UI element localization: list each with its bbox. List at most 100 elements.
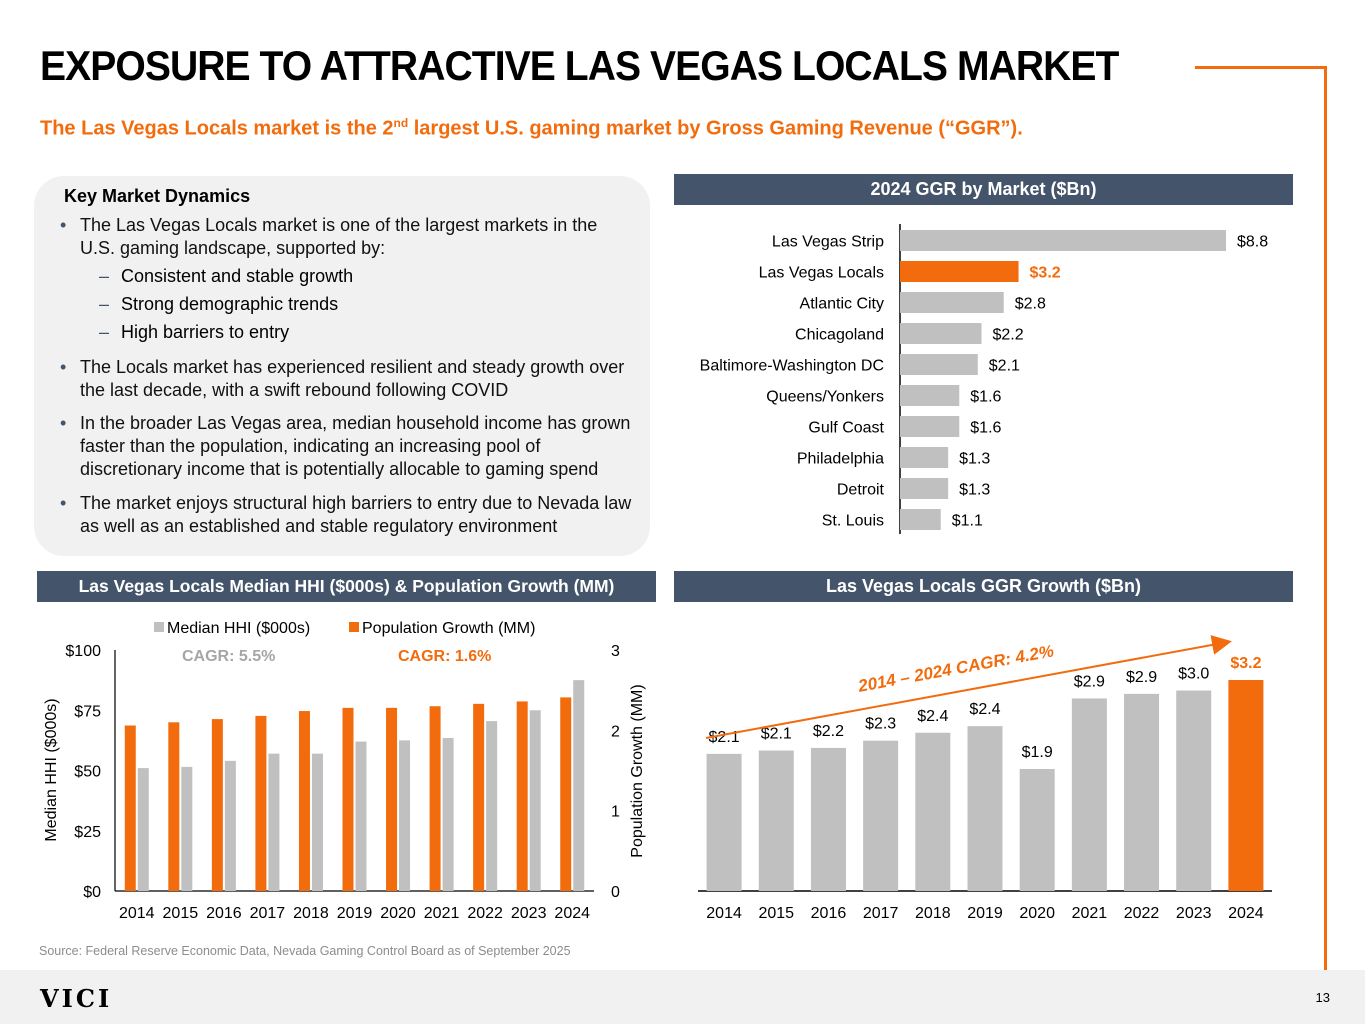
hhi-population-chart: $0 $25 $50 $75 $100 0 1 2 3 2014 2015 2016 2017 2018 2… (43, 620, 646, 922)
bar-population (516, 701, 528, 891)
data-label: $2.2 (993, 327, 1024, 344)
sub-bullet-1: – Consistent and stable growth (99, 265, 354, 288)
page-number: 13 (1315, 990, 1330, 1005)
sub-bullet-1-text: Consistent and stable growth (121, 266, 354, 286)
bar (900, 509, 941, 530)
data-label: $3.0 (1178, 666, 1209, 683)
data-label: $2.1 (761, 726, 792, 743)
x-tick-label: 2020 (380, 905, 416, 922)
sub-bullet-3-text: High barriers to entry (121, 322, 290, 342)
bar (900, 261, 1019, 282)
data-label: $2.1 (989, 358, 1020, 375)
bar-population (342, 707, 354, 891)
y2-tick-label: 0 (611, 884, 620, 901)
bar-population (211, 719, 223, 891)
data-label: $2.4 (917, 708, 948, 725)
x-tick-label: 2014 (706, 905, 742, 922)
x-tick-label: 2019 (967, 905, 1003, 922)
bar-hhi (399, 740, 411, 891)
bar (900, 354, 978, 375)
category-label: Atlantic City (800, 296, 884, 313)
dash-icon: – (99, 294, 110, 314)
bullet-3: • In the broader Las Vegas area, median h… (60, 412, 635, 481)
data-label: $1.1 (952, 513, 983, 530)
bar (1124, 693, 1160, 891)
bar (900, 385, 960, 406)
x-tick-label: 2022 (1124, 905, 1160, 922)
data-label: $2.4 (969, 701, 1000, 718)
bar (706, 753, 742, 891)
bullet-dot-icon: • (60, 357, 67, 377)
footer-bar (0, 970, 1365, 1024)
bar (915, 732, 951, 891)
accent-line-vertical (1324, 66, 1327, 972)
vici-logo: VICI (40, 984, 113, 1013)
cagr-population-label: CAGR: 1.6% (398, 648, 491, 665)
bullet-3-text: In the broader Las Vegas area, median ho… (80, 413, 631, 479)
cagr-trend-arrow (705, 635, 1232, 739)
y-axis-title-population: Population Growth (MM) (629, 684, 646, 857)
legend-swatch-hhi (154, 622, 164, 632)
data-label: $1.3 (959, 482, 990, 499)
bullet-1: • The Las Vegas Locals market is one of t… (60, 214, 635, 260)
y-tick-label: $50 (74, 764, 101, 781)
bar-hhi (442, 737, 454, 891)
bar-hhi (224, 760, 236, 891)
bar-hhi (181, 766, 193, 891)
bullet-2-text: The Locals market has experienced resili… (80, 357, 625, 400)
data-label: $2.2 (813, 723, 844, 740)
ggr-growth-plot: $2.12014$2.12015$2.22016$2.32017$2.42018… (698, 655, 1272, 922)
category-label: Detroit (837, 482, 885, 499)
cagr-hhi-label: CAGR: 5.5% (182, 648, 275, 665)
dash-icon: – (99, 266, 110, 286)
y-tick-label: $25 (74, 824, 101, 841)
bar (863, 740, 899, 891)
legend-swatch-population (349, 622, 359, 632)
bar-population (473, 703, 485, 891)
category-label: Las Vegas Locals (759, 265, 884, 282)
x-tick-label: 2016 (206, 905, 242, 922)
bar-hhi (486, 721, 498, 891)
bullet-dot-icon: • (60, 413, 67, 433)
category-label: Queens/Yonkers (766, 389, 884, 406)
x-tick-label: 2015 (758, 905, 794, 922)
data-label: $2.3 (865, 716, 896, 733)
y2-tick-label: 1 (611, 804, 620, 821)
bar-population (429, 706, 441, 891)
category-label: Gulf Coast (808, 420, 884, 437)
x-tick-label: 2021 (424, 905, 460, 922)
category-label: Philadelphia (797, 451, 884, 468)
legend-label-hhi: Median HHI ($000s) (167, 620, 310, 637)
x-tick-label: 2021 (1072, 905, 1108, 922)
bar (900, 323, 982, 344)
bar (900, 478, 949, 499)
sub-bullet-2-text: Strong demographic trends (121, 294, 339, 314)
bar-hhi (311, 753, 323, 891)
bar (1071, 698, 1107, 891)
y-axis-title-hhi: Median HHI ($000s) (43, 698, 60, 841)
hhi-header: Las Vegas Locals Median HHI ($000s) & Po… (37, 571, 656, 602)
x-tick-label: 2017 (863, 905, 899, 922)
ggr-market-plot: Las Vegas Strip $8.8 Las Vegas Locals $3.2 A… (700, 224, 1268, 534)
cagr-ggr-label: 2014 – 2024 CAGR: 4.2% (856, 641, 1056, 696)
y-tick-label: $0 (83, 884, 101, 901)
y-tick-label: $100 (65, 643, 101, 660)
x-tick-label: 2016 (811, 905, 847, 922)
accent-line-horizontal (1195, 66, 1327, 69)
bar (758, 750, 794, 891)
bar (1019, 769, 1055, 891)
y2-tick-label: 2 (611, 723, 620, 740)
x-tick-label: 2015 (163, 905, 199, 922)
bullet-4-text: The market enjoys structural high barrie… (80, 493, 632, 536)
category-label: St. Louis (822, 513, 884, 530)
bar (900, 292, 1004, 313)
dash-icon: – (99, 322, 110, 342)
key-dynamics-title: Key Market Dynamics (64, 186, 251, 206)
legend-label-population: Population Growth (MM) (362, 620, 535, 637)
x-tick-label: 2020 (1019, 905, 1055, 922)
x-tick-label: 2023 (1176, 905, 1212, 922)
data-label: $2.9 (1126, 669, 1157, 686)
x-tick-label: 2017 (250, 905, 286, 922)
bar (967, 726, 1003, 891)
data-label: $3.2 (1230, 655, 1261, 672)
